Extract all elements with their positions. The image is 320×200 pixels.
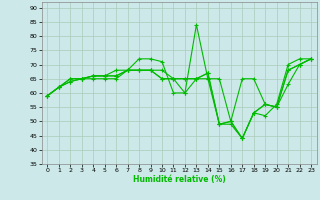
- X-axis label: Humidité relative (%): Humidité relative (%): [133, 175, 226, 184]
